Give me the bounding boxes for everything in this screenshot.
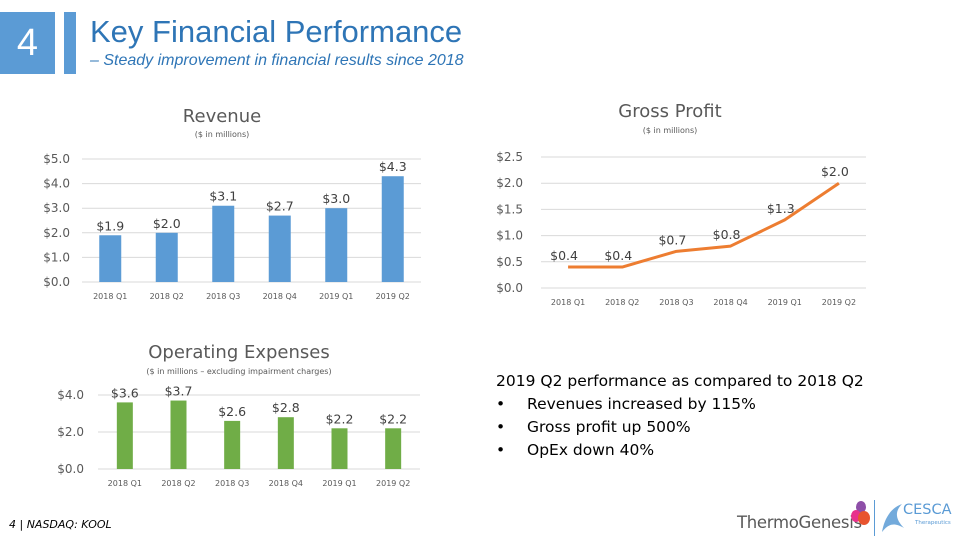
revenue-data-label: $2.0 (153, 216, 181, 231)
gross-y-tick-label: $2.5 (496, 150, 523, 164)
revenue-y-tick-label: $1.0 (43, 250, 70, 264)
opex-data-label: $3.7 (165, 384, 193, 399)
revenue-x-tick-label: 2018 Q3 (206, 292, 240, 301)
revenue-bar (268, 215, 291, 282)
opex-data-label: $3.6 (111, 385, 139, 400)
revenue-x-tick-label: 2019 Q2 (376, 292, 410, 301)
opex-chart: Operating Expenses ($ in millions – excl… (57, 342, 420, 488)
bullet-icon: • (496, 418, 506, 436)
gross-y-tick-label: $1.5 (496, 202, 523, 216)
revenue-data-label: $4.3 (379, 159, 407, 174)
gross-data-label: $0.4 (550, 248, 578, 263)
gross-data-label: $1.3 (767, 201, 795, 216)
opex-x-tick-label: 2018 Q3 (215, 479, 249, 488)
revenue-bar (212, 205, 235, 282)
gross-series-line (568, 181, 840, 269)
gross-data-label: $2.0 (821, 164, 849, 179)
gross-y-tick-label: $0.0 (496, 281, 523, 295)
revenue-x-tick-label: 2018 Q2 (150, 292, 184, 301)
opex-chart-title: Operating Expenses (148, 342, 329, 363)
gross-y-tick-label: $1.0 (496, 229, 523, 243)
cesca-swoosh-icon (882, 504, 904, 532)
title-accent-bar (64, 12, 76, 74)
opex-data-label: $2.2 (326, 411, 354, 426)
revenue-chart-subtitle: ($ in millions) (195, 130, 250, 139)
cesca-logo: CESCA (903, 502, 952, 518)
slide-number-badge: 4 (0, 12, 55, 74)
thermogenesis-logo: ThermoGenesis (737, 513, 862, 532)
summary-bullet-list: • Revenues increased by 115% • Gross profi… (496, 395, 864, 459)
gross-x-tick-label: 2019 Q2 (822, 298, 856, 307)
summary-heading: 2019 Q2 performance as compared to 2018 … (496, 372, 864, 390)
gross-data-label: $0.8 (713, 227, 741, 242)
cesca-logo-subtitle: Therapeutics (915, 520, 951, 526)
revenue-chart: Revenue ($ in millions) $0.0 $1.0 $2.0 $3.0… (43, 106, 421, 301)
revenue-bar (155, 232, 178, 282)
gross-x-tick-label: 2018 Q1 (551, 298, 585, 307)
opex-bar (116, 402, 133, 469)
performance-summary: 2019 Q2 performance as compared to 2018 … (496, 372, 864, 464)
revenue-data-label: $1.9 (96, 218, 124, 233)
slide-footer: 4 | NASDAQ: KOOL (9, 518, 112, 531)
opex-bar (385, 428, 402, 469)
opex-bar (277, 417, 294, 469)
gross-x-tick-label: 2018 Q3 (659, 298, 693, 307)
revenue-data-label: $3.1 (209, 189, 237, 204)
opex-x-tick-label: 2018 Q4 (269, 479, 303, 488)
summary-bullet: • OpEx down 40% (496, 441, 864, 459)
opex-y-tick-label: $2.0 (57, 425, 84, 439)
bullet-icon: • (496, 395, 506, 413)
opex-bar (170, 400, 187, 469)
gross-profit-chart: Gross Profit ($ in millions) $0.0 $0.5 $1.… (496, 101, 866, 307)
opex-bar (331, 428, 348, 469)
gross-data-label: $0.7 (658, 232, 686, 247)
summary-bullet-text: Gross profit up 500% (527, 418, 691, 436)
revenue-y-tick-label: $5.0 (43, 152, 70, 166)
opex-x-tick-label: 2018 Q2 (161, 479, 195, 488)
revenue-data-label: $3.0 (322, 191, 350, 206)
summary-bullet: • Gross profit up 500% (496, 418, 864, 436)
logo-separator (874, 500, 875, 536)
slide-subtitle: – Steady improvement in financial result… (90, 52, 464, 69)
revenue-x-tick-label: 2018 Q4 (263, 292, 297, 301)
opex-x-tick-label: 2019 Q2 (376, 479, 410, 488)
slide-title: Key Financial Performance (90, 14, 463, 49)
gross-profit-chart-subtitle: ($ in millions) (643, 126, 698, 135)
summary-bullet-text: Revenues increased by 115% (527, 395, 756, 413)
revenue-y-tick-label: $4.0 (43, 177, 70, 191)
gross-x-tick-label: 2019 Q1 (768, 298, 802, 307)
summary-bullet: • Revenues increased by 115% (496, 395, 864, 413)
opex-y-tick-label: $0.0 (57, 462, 84, 476)
summary-bullet-text: OpEx down 40% (527, 441, 655, 459)
revenue-bar (325, 208, 348, 282)
revenue-y-tick-label: $3.0 (43, 201, 70, 215)
revenue-y-tick-label: $2.0 (43, 226, 70, 240)
opex-data-label: $2.6 (218, 404, 246, 419)
gross-y-tick-label: $0.5 (496, 255, 523, 269)
opex-bar (224, 420, 241, 469)
opex-x-tick-label: 2019 Q1 (322, 479, 356, 488)
gross-profit-chart-title: Gross Profit (618, 101, 721, 122)
revenue-y-tick-label: $0.0 (43, 275, 70, 289)
gross-y-tick-label: $2.0 (496, 176, 523, 190)
opex-data-label: $2.8 (272, 400, 300, 415)
gross-data-label: $0.4 (604, 248, 632, 263)
opex-data-label: $2.2 (379, 411, 407, 426)
gross-x-tick-label: 2018 Q2 (605, 298, 639, 307)
gross-x-tick-label: 2018 Q4 (713, 298, 747, 307)
revenue-x-tick-label: 2019 Q1 (319, 292, 353, 301)
thermogenesis-balloons-icon (851, 501, 870, 525)
opex-x-tick-label: 2018 Q1 (108, 479, 142, 488)
bullet-icon: • (496, 441, 506, 459)
revenue-bar (381, 176, 404, 282)
revenue-chart-title: Revenue (183, 106, 261, 127)
revenue-x-tick-label: 2018 Q1 (93, 292, 127, 301)
revenue-data-label: $2.7 (266, 199, 294, 214)
opex-chart-subtitle: ($ in millions – excluding impairment ch… (146, 367, 331, 376)
opex-y-tick-label: $4.0 (57, 388, 84, 402)
revenue-bar (99, 235, 122, 282)
